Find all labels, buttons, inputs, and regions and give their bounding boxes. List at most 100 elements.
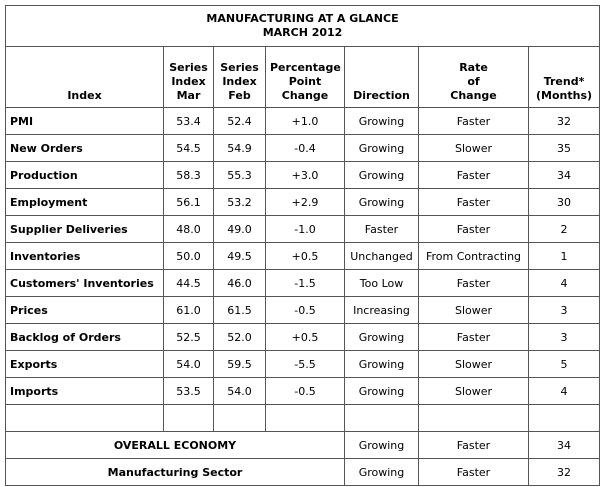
value-cell: 61.0	[163, 296, 214, 324]
value-cell: 52.0	[213, 323, 266, 351]
value-cell: 55.3	[213, 161, 266, 189]
title-cell: MANUFACTURING AT A GLANCE MARCH 2012	[4, 5, 601, 47]
header-text: Point	[288, 75, 322, 88]
data-row: Production 58.3 55.3 +3.0 Growing Faster 34	[5, 161, 601, 189]
value-cell: Growing	[344, 188, 419, 216]
value-cell: +3.0	[265, 161, 345, 189]
data-row: Prices 61.0 61.5 -0.5 Increasing Slower 3	[5, 296, 601, 324]
value-cell: 35	[527, 134, 601, 162]
header-text: Index	[67, 89, 102, 102]
header-cell: Rate of Change	[418, 46, 529, 108]
header-text: Series	[220, 61, 259, 74]
value-cell: 44.5	[163, 269, 214, 297]
summary-row: Manufacturing Sector Growing Faster 32	[5, 458, 601, 486]
value-cell: 59.5	[213, 350, 266, 378]
value-cell: 54.9	[213, 134, 266, 162]
index-cell: PMI	[5, 107, 164, 135]
value-cell: -0.5	[265, 296, 345, 324]
data-row: New Orders 54.5 54.9 -0.4 Growing Slower 35	[5, 134, 601, 162]
summary-label: Manufacturing Sector	[5, 458, 345, 486]
header-cell: Series Index Feb	[213, 46, 266, 108]
value-cell: Slower	[418, 296, 529, 324]
header-cell: Percentage Point Change	[265, 46, 345, 108]
value-cell: 53.2	[213, 188, 266, 216]
value-cell: 4	[527, 269, 601, 297]
index-cell: Exports	[5, 350, 164, 378]
value-cell: Growing	[344, 350, 419, 378]
value-cell: 53.5	[163, 377, 214, 405]
value-cell: Growing	[344, 323, 419, 351]
header-text: Percentage	[270, 61, 341, 74]
header-text: Feb	[228, 89, 251, 102]
data-row: Exports 54.0 59.5 -5.5 Growing Slower 5	[5, 350, 601, 378]
empty-cell	[265, 404, 345, 432]
value-cell: 1	[527, 242, 601, 270]
data-row: Customers' Inventories 44.5 46.0 -1.5 Too Lo…	[5, 269, 601, 297]
value-cell: -5.5	[265, 350, 345, 378]
summary-value: Faster	[418, 458, 529, 486]
value-cell: 5	[527, 350, 601, 378]
header-text: Change	[281, 89, 329, 102]
value-cell: Growing	[344, 107, 419, 135]
value-cell: +2.9	[265, 188, 345, 216]
value-cell: 56.1	[163, 188, 214, 216]
summary-value: Growing	[344, 458, 419, 486]
summary-label: OVERALL ECONOMY	[5, 431, 345, 459]
index-cell: Inventories	[5, 242, 164, 270]
value-cell: 49.0	[213, 215, 266, 243]
header-text: Change	[450, 89, 497, 102]
value-cell: Faster	[418, 323, 529, 351]
data-row: Employment 56.1 53.2 +2.9 Growing Faster 30	[5, 188, 601, 216]
value-cell: -1.0	[265, 215, 345, 243]
value-cell: 53.4	[163, 107, 214, 135]
empty-row	[5, 404, 601, 432]
header-cell: Trend* (Months)	[527, 46, 601, 108]
value-cell: -1.5	[265, 269, 345, 297]
value-cell: Faster	[418, 107, 529, 135]
value-cell: Growing	[344, 377, 419, 405]
header-text: Rate	[459, 61, 488, 74]
value-cell: 52.4	[213, 107, 266, 135]
summary-row: OVERALL ECONOMY Growing Faster 34	[5, 431, 601, 459]
data-row: PMI 53.4 52.4 +1.0 Growing Faster 32	[5, 107, 601, 135]
empty-cell	[344, 404, 419, 432]
value-cell: Slower	[418, 377, 529, 405]
data-row: Supplier Deliveries 48.0 49.0 -1.0 Faster Fas…	[5, 215, 601, 243]
value-cell: 3	[527, 296, 601, 324]
data-row: Imports 53.5 54.0 -0.5 Growing Slower 4	[5, 377, 601, 405]
value-cell: -0.4	[265, 134, 345, 162]
value-cell: 54.0	[213, 377, 266, 405]
summary-value: Growing	[344, 431, 419, 459]
index-cell: Employment	[5, 188, 164, 216]
value-cell: Growing	[344, 161, 419, 189]
value-cell: 30	[527, 188, 601, 216]
index-cell: Prices	[5, 296, 164, 324]
data-row: Backlog of Orders 52.5 52.0 +0.5 Growing Fast…	[5, 323, 601, 351]
index-cell: New Orders	[5, 134, 164, 162]
value-cell: 4	[527, 377, 601, 405]
data-row: Inventories 50.0 49.5 +0.5 Unchanged From Con…	[5, 242, 601, 270]
header-cell: Series Index Mar	[163, 46, 214, 108]
value-cell: Too Low	[344, 269, 419, 297]
table: MANUFACTURING AT A GLANCE MARCH 2012 Ind…	[4, 5, 601, 486]
index-cell: Customers' Inventories	[5, 269, 164, 297]
value-cell: 54.0	[163, 350, 214, 378]
value-cell: +1.0	[265, 107, 345, 135]
empty-cell	[418, 404, 529, 432]
header-text: Index	[171, 75, 206, 88]
summary-value: 32	[527, 458, 601, 486]
value-cell: -0.5	[265, 377, 345, 405]
value-cell: 54.5	[163, 134, 214, 162]
value-cell: +0.5	[265, 323, 345, 351]
empty-cell	[213, 404, 266, 432]
value-cell: 50.0	[163, 242, 214, 270]
header-text: Index	[222, 75, 257, 88]
value-cell: Faster	[418, 161, 529, 189]
header-row: Index Series Index Mar Series Index Feb Percent…	[5, 46, 601, 108]
value-cell: 32	[527, 107, 601, 135]
value-cell: Faster	[418, 188, 529, 216]
header-cell: Index	[5, 46, 164, 108]
title-row: MANUFACTURING AT A GLANCE MARCH 2012	[4, 5, 601, 47]
header-text: Series	[169, 61, 208, 74]
